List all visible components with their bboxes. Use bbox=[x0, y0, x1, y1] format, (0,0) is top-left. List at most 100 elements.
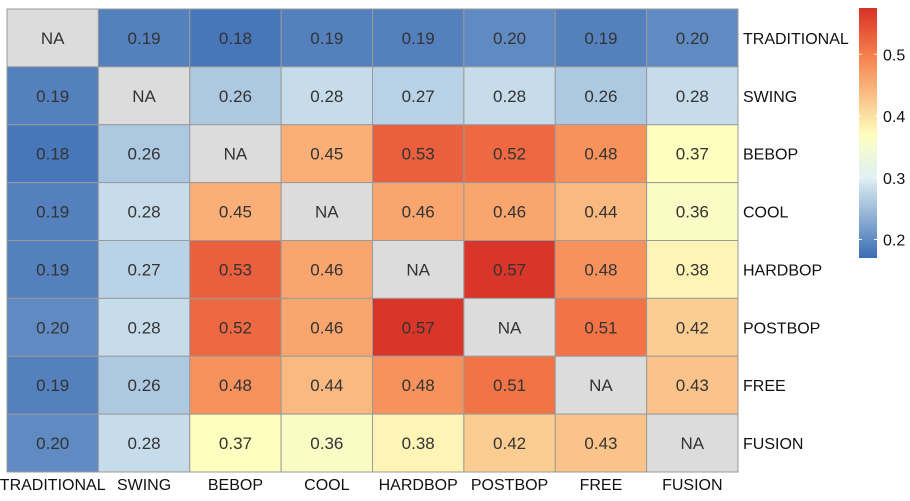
cell-value-label: 0.28 bbox=[493, 87, 526, 106]
row-label-fusion: FUSION bbox=[743, 436, 803, 453]
heatmap-cell-traditional-cool bbox=[280, 8, 373, 68]
cell-value-label: 0.19 bbox=[128, 29, 161, 48]
cell-value-label: 0.42 bbox=[493, 434, 526, 453]
heatmap-cell-fusion-bebop bbox=[189, 413, 282, 473]
cell-value-label: 0.48 bbox=[584, 145, 617, 164]
cell-value-label: 0.57 bbox=[493, 260, 526, 279]
cell-value-label: 0.46 bbox=[310, 260, 343, 279]
heatmap-cell-postbop-fusion bbox=[646, 297, 739, 357]
row-label-postbop: POSTBOP bbox=[743, 320, 820, 337]
heatmap-cell-traditional-bebop bbox=[189, 8, 282, 68]
heatmap-cell-swing-swing bbox=[97, 66, 191, 126]
cell-value-label: 0.48 bbox=[584, 260, 617, 279]
row-label-hardbop: HARDBOP bbox=[743, 262, 822, 279]
cell-value-label: 0.20 bbox=[36, 318, 69, 337]
heatmap-cell-cool-hardbop bbox=[372, 182, 465, 241]
cell-value-label: 0.37 bbox=[676, 145, 709, 164]
column-labels: TRADITIONAL SWING BEBOP COOL HARDBOP POSTBOP F… bbox=[0, 477, 723, 494]
row-label-free: FREE bbox=[743, 378, 786, 395]
cell-value-label: 0.46 bbox=[493, 203, 526, 222]
heatmap-cell-hardbop-free bbox=[554, 240, 648, 299]
heatmap-cell-traditional-swing bbox=[97, 8, 191, 68]
column-label-fusion: FUSION bbox=[662, 477, 722, 494]
heatmap-cell-fusion-swing bbox=[97, 413, 191, 473]
column-label-traditional: TRADITIONAL bbox=[0, 477, 106, 494]
cell-value-label: 0.43 bbox=[676, 376, 709, 395]
heatmap-cell-cool-traditional bbox=[6, 182, 99, 241]
cell-value-label: 0.19 bbox=[36, 376, 69, 395]
row-label-bebop: BEBOP bbox=[743, 147, 798, 164]
cell-value-label: 0.20 bbox=[676, 29, 709, 48]
cell-value-label: 0.26 bbox=[128, 376, 161, 395]
cell-value-label: 0.51 bbox=[584, 318, 617, 337]
heatmap-cell-cool-cool bbox=[280, 182, 373, 241]
heatmap-cell-fusion-hardbop bbox=[372, 413, 465, 473]
row-label-traditional: TRADITIONAL bbox=[743, 31, 849, 48]
row-label-cool: COOL bbox=[743, 205, 788, 222]
cell-value-label: 0.45 bbox=[310, 145, 343, 164]
heatmap-cell-postbop-free bbox=[554, 297, 648, 357]
cell-value-label: 0.28 bbox=[128, 434, 161, 453]
column-label-free: FREE bbox=[580, 477, 623, 494]
cell-value-label: 0.27 bbox=[128, 260, 161, 279]
colorbar-tick-label: 0.2 bbox=[883, 232, 905, 249]
cell-value-label: NA bbox=[681, 434, 705, 453]
cell-value-label: 0.45 bbox=[219, 203, 252, 222]
colorbar-legend: 0.2 0.3 0.4 0.5 bbox=[859, 8, 905, 258]
heatmap-cell-hardbop-hardbop bbox=[372, 240, 465, 299]
heatmap-cell-free-bebop bbox=[189, 355, 282, 415]
cell-value-label: 0.48 bbox=[219, 376, 252, 395]
cell-value-label: 0.26 bbox=[584, 87, 617, 106]
cell-value-label: 0.52 bbox=[493, 145, 526, 164]
heatmap-cell-fusion-postbop bbox=[463, 413, 556, 473]
cell-value-label: 0.57 bbox=[402, 318, 435, 337]
heatmap-cell-bebop-traditional bbox=[6, 124, 99, 184]
heatmap-cell-hardbop-bebop bbox=[189, 240, 282, 299]
cell-value-label: 0.18 bbox=[36, 145, 69, 164]
cell-value-label: 0.46 bbox=[310, 318, 343, 337]
heatmap-cell-postbop-hardbop bbox=[372, 297, 465, 357]
heatmap-cell-bebop-fusion bbox=[646, 124, 739, 184]
heatmap-cell-postbop-bebop bbox=[189, 297, 282, 357]
cell-value-label: 0.19 bbox=[310, 29, 343, 48]
cell-value-label: 0.19 bbox=[36, 260, 69, 279]
cell-value-label: NA bbox=[589, 376, 613, 395]
cell-value-label: 0.42 bbox=[676, 318, 709, 337]
heatmap-cells: NA 0.19 0.18 0.19 0.19 0.20 0.19 0.20 0.19 NA 0.26… bbox=[6, 8, 739, 473]
heatmap-cell-fusion-traditional bbox=[6, 413, 99, 473]
cell-value-label: 0.38 bbox=[676, 260, 709, 279]
cell-value-label: 0.37 bbox=[219, 434, 252, 453]
heatmap-cell-bebop-bebop bbox=[189, 124, 282, 184]
colorbar-tick-label: 0.4 bbox=[883, 109, 905, 126]
cell-value-label: 0.28 bbox=[310, 87, 343, 106]
row-label-swing: SWING bbox=[743, 89, 797, 106]
heatmap-cell-traditional-postbop bbox=[463, 8, 556, 68]
cell-value-label: 0.51 bbox=[493, 376, 526, 395]
cell-value-label: NA bbox=[132, 87, 156, 106]
heatmap-cell-cool-bebop bbox=[189, 182, 282, 241]
cell-value-label: 0.53 bbox=[219, 260, 252, 279]
cell-value-label: 0.44 bbox=[584, 203, 617, 222]
cell-value-label: 0.18 bbox=[219, 29, 252, 48]
cell-value-label: 0.43 bbox=[584, 434, 617, 453]
heatmap-cell-hardbop-cool bbox=[280, 240, 373, 299]
column-label-swing: SWING bbox=[117, 477, 171, 494]
cell-value-label: 0.19 bbox=[402, 29, 435, 48]
cell-value-label: 0.19 bbox=[584, 29, 617, 48]
column-label-hardbop: HARDBOP bbox=[379, 477, 458, 494]
heatmap-cell-bebop-hardbop bbox=[372, 124, 465, 184]
heatmap-cell-postbop-swing bbox=[97, 297, 191, 357]
cell-value-label: NA bbox=[41, 29, 65, 48]
heatmap-cell-traditional-fusion bbox=[646, 8, 739, 68]
cell-value-label: NA bbox=[224, 145, 248, 164]
heatmap-cell-postbop-postbop bbox=[463, 297, 556, 357]
heatmap-cell-cool-free bbox=[554, 182, 648, 241]
cell-value-label: 0.26 bbox=[128, 145, 161, 164]
heatmap-cell-free-hardbop bbox=[372, 355, 465, 415]
colorbar-tick-label: 0.5 bbox=[883, 47, 905, 64]
heatmap-cell-free-swing bbox=[97, 355, 191, 415]
colorbar-tick-label: 0.3 bbox=[883, 171, 905, 188]
heatmap-cell-swing-cool bbox=[280, 66, 373, 126]
heatmap-cell-bebop-postbop bbox=[463, 124, 556, 184]
heatmap-cell-hardbop-postbop bbox=[463, 240, 556, 299]
